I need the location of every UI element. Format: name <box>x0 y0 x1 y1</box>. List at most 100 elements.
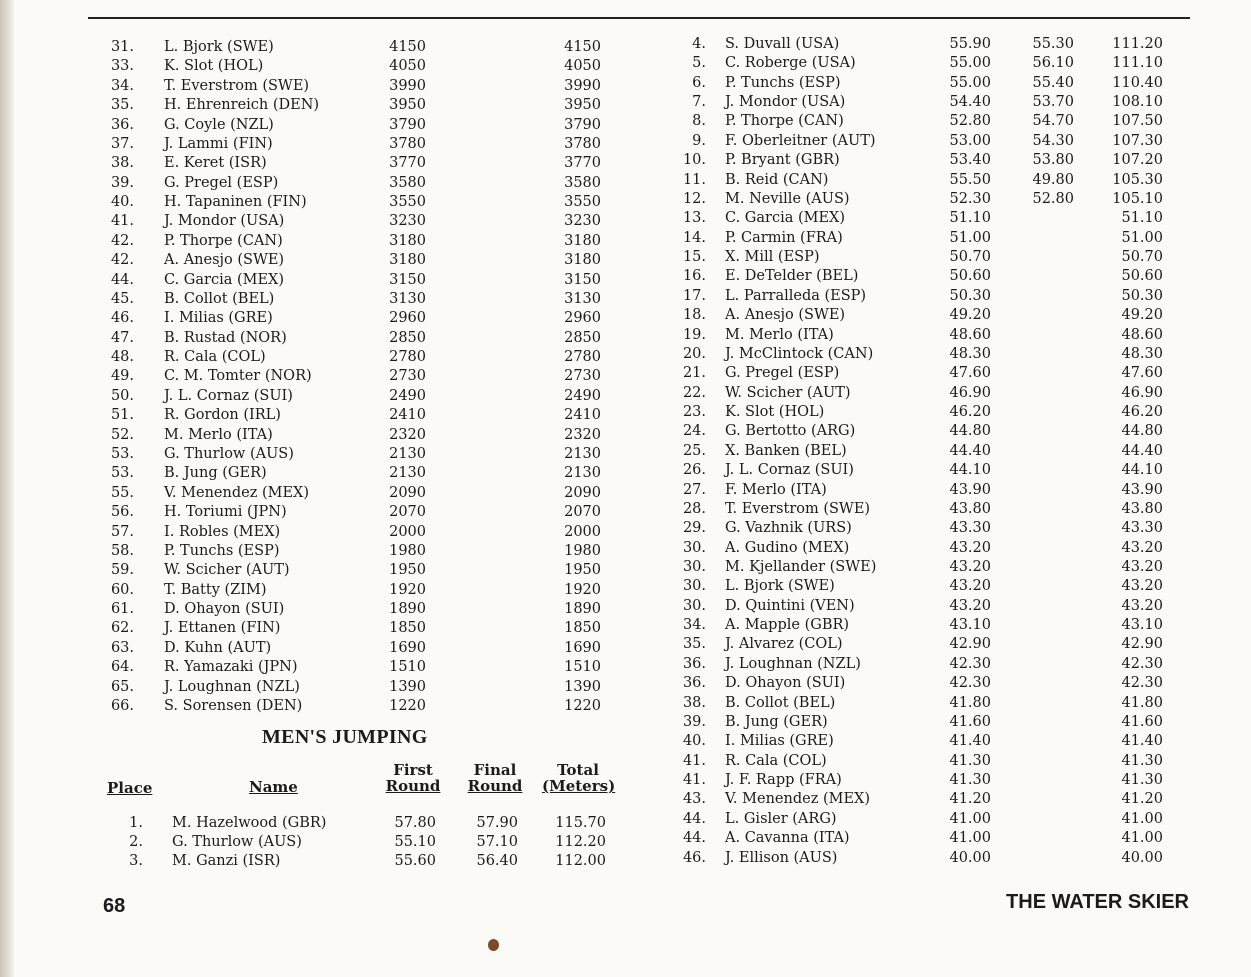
place: 30. <box>682 578 706 595</box>
total: 105.30 <box>1112 171 1163 188</box>
top-rule <box>88 17 1190 19</box>
name: L. Parralleda (ESP) <box>725 287 867 304</box>
place: 36. <box>682 655 706 672</box>
total: 3180 <box>564 252 601 269</box>
total: 50.30 <box>1121 287 1163 304</box>
total: 111.10 <box>1112 55 1163 72</box>
first-round: 57.80 <box>394 815 436 831</box>
total: 3150 <box>564 271 601 288</box>
place: 13. <box>682 210 706 227</box>
name: W. Scicher (AUT) <box>725 384 851 401</box>
place: 36. <box>110 116 134 133</box>
score: 1390 <box>389 678 426 695</box>
total: 2730 <box>564 368 601 385</box>
total: 43.20 <box>1121 558 1163 575</box>
place: 27. <box>682 481 706 498</box>
place: 30. <box>682 558 706 575</box>
header-first-line1: First <box>393 761 433 779</box>
name: J. McClintock (CAN) <box>725 345 874 362</box>
table-row: 12. M. Neville (AUS) 52.30 52.80 105.10 <box>0 190 1251 209</box>
table-row: 35. H. Ehrenreich (DEN) 3950 3950 <box>0 96 1251 115</box>
final-round: 54.30 <box>1032 132 1074 149</box>
name: X. Banken (BEL) <box>725 442 847 459</box>
total: 49.20 <box>1121 307 1163 324</box>
first-round: 53.00 <box>949 132 991 149</box>
place: 42. <box>110 252 134 269</box>
name: J. Ettanen (FIN) <box>164 620 281 637</box>
total: 51.10 <box>1121 210 1163 227</box>
place: 14. <box>682 229 706 246</box>
first-round: 42.30 <box>949 655 991 672</box>
table-row: 1. M. Hazelwood (GBR) 57.80 57.90 115.70 <box>0 814 1251 833</box>
total: 41.20 <box>1121 791 1163 808</box>
total: 41.00 <box>1121 830 1163 847</box>
table-row: 30. D. Quintini (VEN) 43.20 43.20 <box>0 597 1251 616</box>
table-row: 34. A. Mapple (GBR) 43.10 43.10 <box>0 616 1251 635</box>
name: I. Milias (GRE) <box>725 733 834 750</box>
section-heading: MEN'S JUMPING <box>262 726 428 748</box>
table-row: 37. J. Lammi (FIN) 3780 3780 <box>0 135 1251 154</box>
name: B. Rustad (NOR) <box>164 329 287 346</box>
place: 5. <box>692 55 706 72</box>
first-round: 44.80 <box>949 423 991 440</box>
name: C. M. Tomter (NOR) <box>164 368 312 385</box>
header-total-line2: (Meters) <box>542 777 616 795</box>
place: 41. <box>110 213 134 230</box>
name: B. Collot (BEL) <box>725 694 836 711</box>
page-number: 68 <box>103 895 126 917</box>
name: M. Merlo (ITA) <box>164 426 273 443</box>
place: 52. <box>110 426 134 443</box>
final-round: 56.10 <box>1032 55 1074 72</box>
total: 3130 <box>564 290 601 307</box>
score: 3230 <box>389 213 426 230</box>
place: 49. <box>110 368 134 385</box>
score: 4050 <box>389 58 426 75</box>
first-round: 41.00 <box>949 810 991 827</box>
score: 3770 <box>389 155 426 172</box>
page-binding-shadow <box>0 0 14 977</box>
first-round: 41.30 <box>949 772 991 789</box>
publication-title: THE WATER SKIER <box>1006 891 1189 913</box>
table-row: 20. J. McClintock (CAN) 48.30 48.30 <box>0 345 1251 364</box>
score: 2130 <box>389 445 426 462</box>
total: 41.60 <box>1121 713 1163 730</box>
total: 43.10 <box>1121 617 1163 634</box>
place: 48. <box>110 349 134 366</box>
place: 44. <box>682 830 706 847</box>
name: J. Alvarez (COL) <box>725 636 843 653</box>
place: 9. <box>692 132 706 149</box>
total: 2090 <box>564 484 601 501</box>
name: A. Anesjo (SWE) <box>725 307 846 324</box>
name: F. Merlo (ITA) <box>725 481 827 498</box>
first-round: 43.90 <box>949 481 991 498</box>
table-row: 63. D. Kuhn (AUT) 1690 1690 <box>0 639 1251 658</box>
place: 34. <box>110 77 134 94</box>
table-row: 21. G. Pregel (ESP) 47.60 47.60 <box>0 364 1251 383</box>
table-row: 15. X. Mill (ESP) 50.70 50.70 <box>0 248 1251 267</box>
first-round: 43.20 <box>949 539 991 556</box>
first-round: 55.50 <box>949 171 991 188</box>
place: 25. <box>682 442 706 459</box>
name: R. Cala (COL) <box>164 349 266 366</box>
place: 10. <box>682 152 706 169</box>
name: H. Ehrenreich (DEN) <box>164 97 320 114</box>
table-row: 6. P. Tunchs (ESP) 55.00 55.40 110.40 <box>0 74 1251 93</box>
name: E. Keret (ISR) <box>164 155 267 172</box>
table-row: 36. D. Ohayon (SUI) 42.30 42.30 <box>0 674 1251 693</box>
total: 112.00 <box>555 853 606 869</box>
first-round: 52.80 <box>949 113 991 130</box>
final-round: 49.80 <box>1032 171 1074 188</box>
name: M. Hazelwood (GBR) <box>172 815 327 831</box>
table-row: 52. M. Merlo (ITA) 2320 2320 <box>0 426 1251 445</box>
total: 1390 <box>564 678 601 695</box>
total: 4150 <box>564 39 601 55</box>
score: 3550 <box>389 194 426 211</box>
place: 57. <box>110 523 134 540</box>
name: T. Everstrom (SWE) <box>725 500 871 517</box>
table-row: 33. K. Slot (HOL) 4050 4050 <box>0 57 1251 76</box>
total: 42.30 <box>1121 675 1163 692</box>
place: 44. <box>110 271 134 288</box>
name: M. Merlo (ITA) <box>725 326 834 343</box>
score: 1980 <box>389 542 426 559</box>
final-round: 54.70 <box>1032 113 1074 130</box>
